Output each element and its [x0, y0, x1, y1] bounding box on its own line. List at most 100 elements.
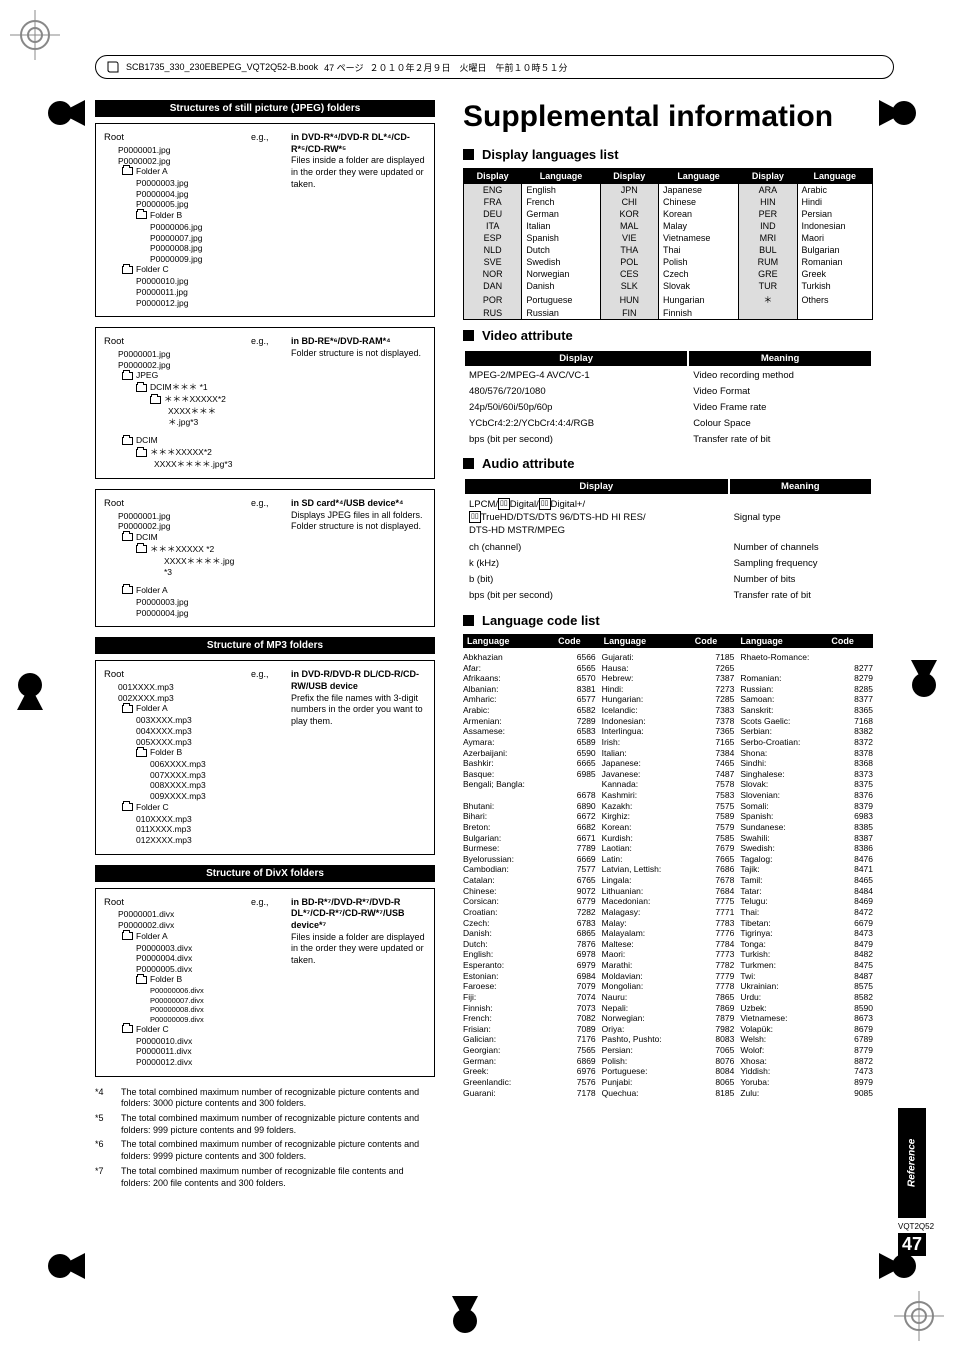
lang-code-row: Guarani:7178 — [463, 1088, 596, 1099]
lang-code-row: Twi:8487 — [740, 971, 873, 982]
lang-code-row: Sanskrit:8365 — [740, 705, 873, 716]
lang-code-row: Burmese:7789 — [463, 843, 596, 854]
lang-code-row: Arabic:6582 — [463, 705, 596, 716]
video-attr-table: DisplayMeaning MPEG-2/MPEG-4 AVC/VC-1Vid… — [463, 349, 873, 448]
lang-code-row: Catalan:6765 — [463, 875, 596, 886]
lang-code-row: Portuguese:8084 — [602, 1066, 735, 1077]
jpeg-panel-1: Root P0000001.jpgP0000002.jpg Folder A P… — [95, 123, 435, 317]
folder-icon — [122, 932, 133, 940]
lang-code-row: Kirghiz:7589 — [602, 811, 735, 822]
jpeg-title: Structures of still picture (JPEG) folde… — [95, 100, 435, 117]
folder-icon — [122, 266, 133, 274]
file-entry: P0000001.jpg — [118, 145, 241, 156]
lang-code-row: Uzbek:8590 — [740, 1003, 873, 1014]
file-entry: P00000006.divx — [150, 986, 241, 995]
lang-code-row: Xhosa:8872 — [740, 1056, 873, 1067]
lang-code-row: Moldavian:7779 — [602, 971, 735, 982]
lang-code-row: Interlingua:7365 — [602, 726, 735, 737]
lang-code-row: Sundanese:8385 — [740, 822, 873, 833]
lang-code-row: Breton:6682 — [463, 822, 596, 833]
file-entry: P0000012.divx — [136, 1057, 241, 1068]
file-entry: P0000004.jpg — [136, 189, 241, 200]
reg-mark-icon — [5, 660, 55, 710]
lang-code-row: Malagasy:7771 — [602, 907, 735, 918]
lang-code-row: Dutch:7876 — [463, 939, 596, 950]
table-row: MPEG-2/MPEG-4 AVC/VC-1Video recording me… — [465, 368, 871, 382]
lang-code-row: Ukrainian:8575 — [740, 981, 873, 992]
file-entry: P0000004.jpg — [136, 608, 241, 619]
folder-icon — [136, 749, 147, 757]
lang-code-row: Bashkir:6665 — [463, 758, 596, 769]
reg-mark-icon — [440, 1296, 490, 1346]
lang-code-row: Armenian:7289 — [463, 716, 596, 727]
table-row: k (kHz)Sampling frequency — [465, 557, 871, 571]
lang-code-row: Greenlandic:7576 — [463, 1077, 596, 1088]
lang-code-row: Hungarian:7285 — [602, 694, 735, 705]
lang-code-row: Mongolian:7778 — [602, 981, 735, 992]
lang-code-row: Malayalam:7776 — [602, 928, 735, 939]
folder-icon — [122, 437, 133, 445]
footnotes: *4The total combined maximum number of r… — [95, 1087, 435, 1190]
lang-code-row: Azerbaijani:6590 — [463, 748, 596, 759]
lang-code-row: Shona:8378 — [740, 748, 873, 759]
lang-code-row: Chinese:9072 — [463, 886, 596, 897]
file-entry: P0000005.jpg — [136, 199, 241, 210]
page-number: VQT2Q52 47 — [898, 1222, 926, 1256]
lang-code-row: Swedish:8386 — [740, 843, 873, 854]
reg-mark-icon — [10, 10, 60, 60]
table-row: PORPortugueseHUNHungarian＊Others — [464, 292, 873, 307]
lang-code-row: Tagalog:8476 — [740, 854, 873, 865]
lang-code-row: Quechua:8185 — [602, 1088, 735, 1099]
lang-code-row: Bulgarian:6671 — [463, 833, 596, 844]
lang-code-row: Thai:8472 — [740, 907, 873, 918]
file-entry: P0000012.jpg — [136, 298, 241, 309]
display-languages-table: DisplayLanguageDisplayLanguageDisplayLan… — [463, 168, 873, 320]
file-entry: P0000004.divx — [136, 953, 241, 964]
table-row: DEUGermanKORKoreanPERPersian — [464, 208, 873, 220]
file-entry: P0000010.jpg — [136, 276, 241, 287]
folder-icon — [122, 586, 133, 594]
doc-date: ２０１０年２月９日 火曜日 午前１０時５１分 — [369, 61, 567, 74]
table-row: FRAFrenchCHIChineseHINHindi — [464, 196, 873, 208]
lang-code-row: Pashto, Pushto:8083 — [602, 1034, 735, 1045]
lang-code-row: Bhutani:6890 — [463, 801, 596, 812]
lang-code-row: Fiji:7074 — [463, 992, 596, 1003]
table-row: bps (bit per second)Transfer rate of bit — [465, 589, 871, 603]
lang-code-row: Afrikaans:6570 — [463, 673, 596, 684]
folder-icon — [136, 384, 147, 392]
lang-code-row: Tigrinya:8473 — [740, 928, 873, 939]
lang-code-row: Basque:6985 — [463, 769, 596, 780]
table-row: LPCM/▯▯Digital/▯▯Digital+/▯▯TrueHD/DTS/D… — [465, 496, 871, 539]
file-entry: P0000010.divx — [136, 1036, 241, 1047]
lang-code-row: Tonga:8479 — [740, 939, 873, 950]
reg-mark-icon — [879, 88, 929, 138]
lang-code-row: Abkhazian6566 — [463, 652, 596, 663]
jpeg-panel-3: Root P0000001.jpgP0000002.jpg DCIM ＊＊＊XX… — [95, 489, 435, 627]
folder-icon — [122, 167, 133, 175]
lang-code-row: Aymara:6589 — [463, 737, 596, 748]
lang-code-row: Samoan:8377 — [740, 694, 873, 705]
section-video-attr: Video attribute — [463, 328, 873, 343]
lang-code-row: Tamil:8465 — [740, 875, 873, 886]
table-row: ENGEnglishJPNJapaneseARAArabic — [464, 184, 873, 197]
lang-code-row: Wolof:8779 — [740, 1045, 873, 1056]
lang-code-row: Nepali:7869 — [602, 1003, 735, 1014]
lang-code-row: Faroese:7079 — [463, 981, 596, 992]
lang-code-row: Irish:7165 — [602, 737, 735, 748]
lang-code-row: Esperanto:6979 — [463, 960, 596, 971]
lang-code-row: Lingala:7678 — [602, 875, 735, 886]
lang-code-row: Welsh:6789 — [740, 1034, 873, 1045]
lang-code-row: Turkmen:8475 — [740, 960, 873, 971]
file-entry: P0000002.divx — [118, 920, 241, 931]
lang-code-row: Javanese:7487 — [602, 769, 735, 780]
lang-code-row: Yoruba:8979 — [740, 1077, 873, 1088]
lang-code-row: Czech:6783 — [463, 918, 596, 929]
file-entry: P0000003.jpg — [136, 178, 241, 189]
table-row: RUSRussianFINFinnish — [464, 307, 873, 320]
doc-filename: SCB1735_330_230EBEPEG_VQT2Q52-B.book — [126, 62, 318, 72]
table-row: DANDanishSLKSlovakTURTurkish — [464, 280, 873, 292]
lang-code-row: Italian:7384 — [602, 748, 735, 759]
lang-code-row: Indonesian:7378 — [602, 716, 735, 727]
section-lang-code: Language code list — [463, 613, 873, 628]
file-entry: P0000002.jpg — [118, 156, 241, 167]
